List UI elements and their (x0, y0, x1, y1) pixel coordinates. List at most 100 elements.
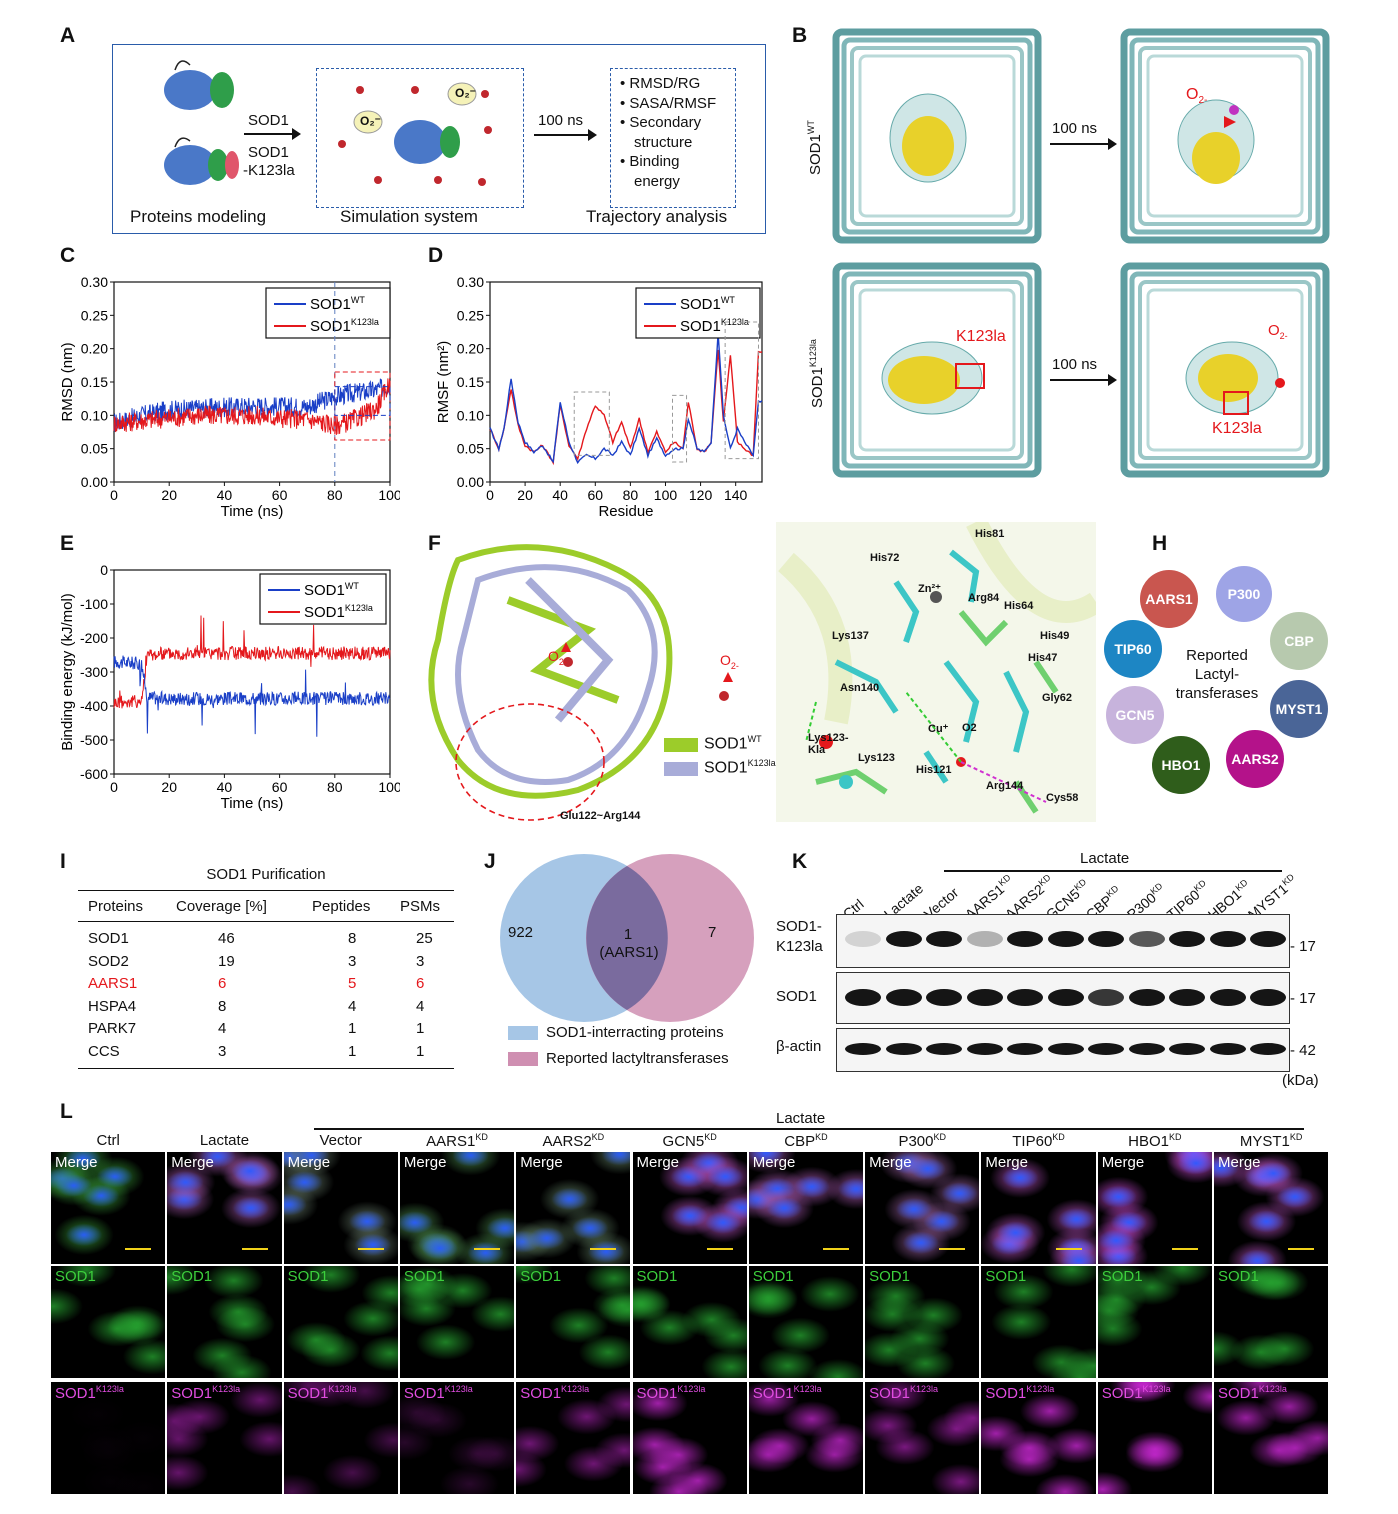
d-highlight-box (672, 394, 688, 463)
x-tick-label: 80 (327, 487, 343, 503)
y-tick-label: 0.15 (81, 374, 108, 390)
blot-band (885, 1043, 922, 1055)
sod1-label: SOD1 (636, 1268, 678, 1285)
i-table-title: SOD1 Purification (206, 866, 326, 883)
a-o2-label-2: O₂⁻ (360, 114, 382, 128)
blot-band (845, 989, 881, 1006)
k-mw-3: - 42 (1290, 1042, 1316, 1059)
x-tick-label: 60 (272, 487, 288, 503)
y-tick-label: 0.15 (457, 374, 484, 390)
y-tick-label: 0.05 (81, 441, 108, 457)
blot-band (1047, 1043, 1084, 1055)
sod1-k123la-label: SOD1K123la (171, 1384, 241, 1402)
y-tick-label: 0.10 (81, 407, 108, 423)
y-tick-label: 0.25 (457, 307, 484, 323)
b-arrowhead-2 (1108, 374, 1117, 386)
blot-band (1250, 1043, 1286, 1055)
l-column-label: TIP60KD (1012, 1132, 1065, 1150)
scale-bar (1288, 1248, 1315, 1250)
l-column-label: CBPKD (784, 1132, 828, 1150)
f-legend-label-wt: SOD1WT (704, 734, 762, 753)
sod1-k123la-image: SOD1K123la (283, 1382, 398, 1494)
l-column-label: MYST1KD (1239, 1132, 1303, 1150)
sod1-image: SOD1 (981, 1266, 1096, 1378)
enzyme-hbo1: HBO1 (1152, 736, 1210, 794)
protein-model-sketch (164, 60, 239, 185)
y-tick-label: 0.30 (81, 274, 108, 290)
c-range-box-wt (334, 386, 391, 416)
k-row-label-3: β-actin (776, 1038, 822, 1055)
blot-band (966, 931, 1003, 947)
enzyme-gcn5: GCN5 (1106, 686, 1164, 744)
sod1-label: SOD1 (752, 1268, 794, 1285)
table-cell-value: 19 (218, 952, 235, 970)
sod1-image: SOD1 (516, 1266, 631, 1378)
sod1-image: SOD1 (167, 1266, 282, 1378)
sod1-k123la-image: SOD1K123la (748, 1382, 864, 1494)
merge-label: Merge (287, 1154, 331, 1171)
scale-bar (939, 1248, 966, 1250)
y-tick-label: -200 (80, 630, 108, 646)
scale-bar (706, 1248, 733, 1250)
merge-image: Merge (283, 1152, 398, 1264)
table-cell-protein: AARS1 (88, 975, 138, 992)
b-100ns-label-1: 100 ns (1052, 120, 1098, 137)
sod1-image: SOD1 (748, 1266, 864, 1378)
y-tick-label: 0.05 (457, 441, 484, 457)
x-tick-label: 40 (217, 779, 233, 795)
blot-band (966, 1043, 1003, 1055)
sod1-image: SOD1 (1097, 1266, 1212, 1378)
blot-band (885, 931, 922, 947)
table-cell-value: 4 (348, 997, 357, 1015)
y-axis-label: RMSD (nm) (59, 342, 76, 421)
x-tick-label: 100 (378, 779, 400, 795)
chart-rmsd: 0 20 40 60 80 100 0.00 0.05 0.10 0.15 0.20 0.25 0.30… (59, 274, 400, 520)
f-legend-swatch-k123la (664, 762, 698, 776)
f-structure-overlay (428, 544, 733, 821)
venn-left-count: 922 (508, 924, 534, 941)
sod1-k123la-label: SOD1K123la (869, 1384, 938, 1402)
merge-label: Merge (752, 1154, 796, 1171)
sod1-k123la-image: SOD1K123la (865, 1382, 980, 1494)
b-o2-label-2: O2- (1268, 322, 1288, 341)
caption-proteins-modeling: Proteins modeling (130, 207, 267, 226)
sod1-k123la-label: SOD1K123la (287, 1384, 357, 1402)
sod1-label: SOD1 (171, 1268, 213, 1285)
sod1-k123la-label: SOD1K123la (55, 1384, 124, 1402)
l-column-label: HBO1KD (1128, 1132, 1182, 1150)
b-k123la-label-1: K123la (956, 328, 1006, 345)
k-mw-1: - 17 (1290, 938, 1316, 955)
venn-right-count: 7 (708, 924, 717, 941)
table-cell-value: 6 (416, 975, 425, 992)
y-tick-label: -300 (80, 664, 108, 680)
a-o2-label-1: O₂⁻ (455, 86, 477, 100)
merge-label: Merge (636, 1154, 680, 1171)
y-tick-label: 0.30 (457, 274, 484, 290)
h-center-label: Reported Lactyl-transferases (1175, 647, 1259, 702)
blot-band (885, 989, 922, 1006)
panel-a-frame (112, 44, 766, 234)
sod1-k123la-label: SOD1K123la (520, 1384, 590, 1402)
panel-label-c: C (60, 244, 76, 267)
sod1-k123la-image: SOD1K123la (516, 1382, 631, 1494)
blot-band (1169, 989, 1205, 1006)
merge-label: Merge (520, 1154, 563, 1171)
y-tick-label: -600 (80, 766, 108, 782)
table-cell-protein: CCS (88, 1042, 120, 1060)
table-cell-value: 8 (348, 930, 357, 947)
x-tick-label: 80 (623, 487, 639, 503)
y-tick-label: -400 (80, 698, 108, 714)
sod1-k123la-image: SOD1K123la (632, 1382, 747, 1494)
blot-band (1128, 989, 1165, 1006)
y-axis-label: Binding energy (kJ/mol) (59, 593, 76, 751)
enzyme-tip60: TIP60 (1104, 620, 1162, 678)
enzyme-myst1: MYST1 (1270, 680, 1328, 738)
f-o2-label-2: O2- (720, 652, 739, 671)
merge-image: Merge (1214, 1152, 1329, 1264)
panel-label-j: J (484, 850, 496, 873)
venn-mid-count: 1 (623, 926, 633, 943)
enzyme-aars1: AARS1 (1140, 570, 1198, 628)
a-100ns-label: 100 ns (538, 112, 584, 129)
sod1-image: SOD1 (865, 1266, 980, 1378)
series-line-k123la (113, 378, 391, 435)
